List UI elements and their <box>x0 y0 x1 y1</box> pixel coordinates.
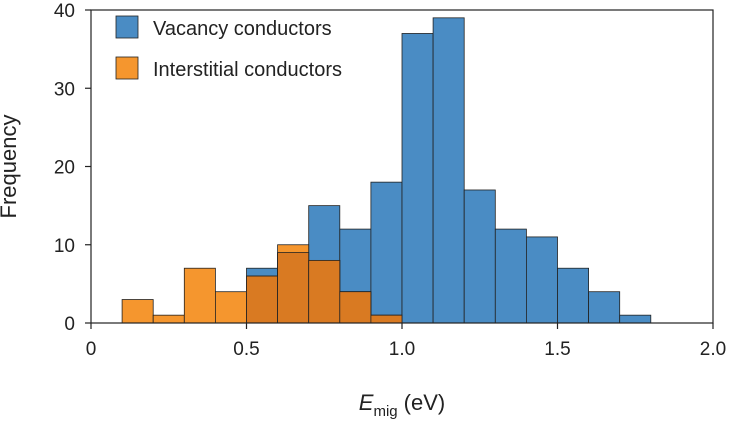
legend-swatch-interstitial <box>115 56 139 80</box>
x-tick-label: 1.0 <box>389 339 415 360</box>
bar-interstitial <box>214 291 247 324</box>
x-tick-label: 0.5 <box>233 339 259 360</box>
bar-vacancy <box>463 189 496 324</box>
bar-overlap <box>277 252 310 324</box>
y-tick-label: 20 <box>54 158 75 179</box>
bar-vacancy <box>494 228 527 324</box>
bar-vacancy <box>557 267 590 324</box>
legend-label-interstitial: Interstitial conductors <box>153 59 342 81</box>
x-axis-label-subscript: mig <box>373 403 397 420</box>
legend-label-vacancy: Vacancy conductors <box>153 18 332 40</box>
legend-swatch-vacancy <box>115 15 139 39</box>
bar-interstitial <box>121 299 154 324</box>
bar-overlap <box>308 259 341 324</box>
bar-overlap <box>370 314 403 324</box>
y-axis-label: Frequency <box>0 115 21 219</box>
axis-ticks: 0 0.5 1.0 1.5 2.0 0 10 20 30 40 <box>54 1 726 360</box>
bar-overlap <box>246 275 279 324</box>
y-tick-label: 10 <box>54 236 75 257</box>
x-axis-label-unit: (eV) <box>404 390 446 415</box>
x-tick-label: 2.0 <box>700 339 726 360</box>
bar-vacancy <box>401 33 434 324</box>
x-axis-label-symbol: E <box>359 390 374 415</box>
y-tick-label: 0 <box>64 314 75 335</box>
y-tick-label: 40 <box>54 1 75 22</box>
bar-vacancy <box>432 17 465 324</box>
bar-interstitial <box>152 314 185 324</box>
bar-interstitial <box>183 267 216 324</box>
bar-vacancy <box>526 236 558 324</box>
bar-vacancy <box>619 314 652 324</box>
x-tick-label: 0 <box>86 339 97 360</box>
x-tick-label: 1.5 <box>544 339 570 360</box>
x-axis-label: Emig (eV) <box>359 390 445 420</box>
bar-overlap <box>339 291 372 324</box>
legend: Vacancy conductors Interstitial conducto… <box>115 15 342 81</box>
bar-vacancy <box>588 291 621 324</box>
y-tick-label: 30 <box>54 79 75 100</box>
bar-vacancy <box>370 181 403 324</box>
